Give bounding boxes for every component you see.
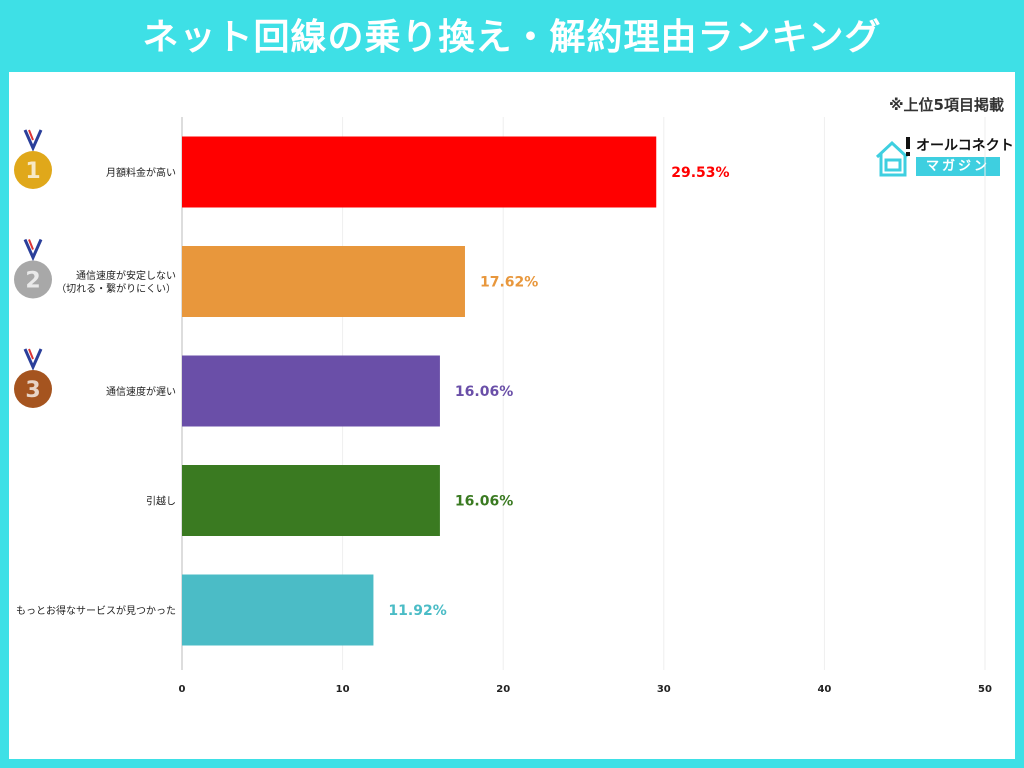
medal-ribbon-icon xyxy=(23,238,43,262)
medal-ribbon-icon xyxy=(28,348,34,360)
medal-ribbon-icon xyxy=(23,348,43,371)
category-label: 月額料金が高い xyxy=(106,166,176,179)
bar xyxy=(182,136,657,208)
x-tick-label: 20 xyxy=(496,684,510,695)
category-label: もっとお得なサービスが見つかった xyxy=(16,604,176,617)
category-label: 通信速度が安定しない xyxy=(76,269,176,282)
house-icon xyxy=(875,137,910,177)
page-title: ネット回線の乗り換え・解約理由ランキング xyxy=(142,17,882,58)
bar xyxy=(182,465,440,536)
category-label: 引越し xyxy=(146,495,176,508)
bar xyxy=(182,574,374,646)
bar xyxy=(182,246,465,317)
x-tick-label: 40 xyxy=(817,684,831,695)
medal-icon xyxy=(14,260,52,299)
logo-line2: マガジン xyxy=(916,157,1000,176)
medal-rank: 3 xyxy=(25,378,40,403)
logo-line1: オールコネクト xyxy=(916,138,1014,154)
medal-rank: 1 xyxy=(25,159,40,184)
category-label: 通信速度が遅い xyxy=(106,385,176,398)
data-label: 29.53% xyxy=(671,165,729,181)
data-label: 17.62% xyxy=(480,275,538,291)
medal-rank: 2 xyxy=(25,269,40,294)
medal-ribbon-icon xyxy=(28,239,34,250)
x-tick-label: 10 xyxy=(336,684,350,695)
medal-icon xyxy=(14,370,52,408)
x-tick-label: 0 xyxy=(179,684,186,695)
note-text: ※上位5項目掲載 xyxy=(888,96,1004,114)
medal-icon xyxy=(14,151,52,189)
medal-ribbon-icon xyxy=(28,129,34,141)
data-label: 16.06% xyxy=(455,494,513,510)
logo: オールコネクト マガジン xyxy=(874,135,1014,179)
data-label: 16.06% xyxy=(455,384,513,400)
medal-ribbon-icon xyxy=(23,129,43,152)
x-tick-label: 30 xyxy=(657,684,671,695)
bar xyxy=(182,355,440,427)
x-tick-label: 50 xyxy=(978,684,992,695)
category-label: （切れる・繋がりにくい） xyxy=(56,282,176,295)
data-label: 11.92% xyxy=(388,603,446,619)
